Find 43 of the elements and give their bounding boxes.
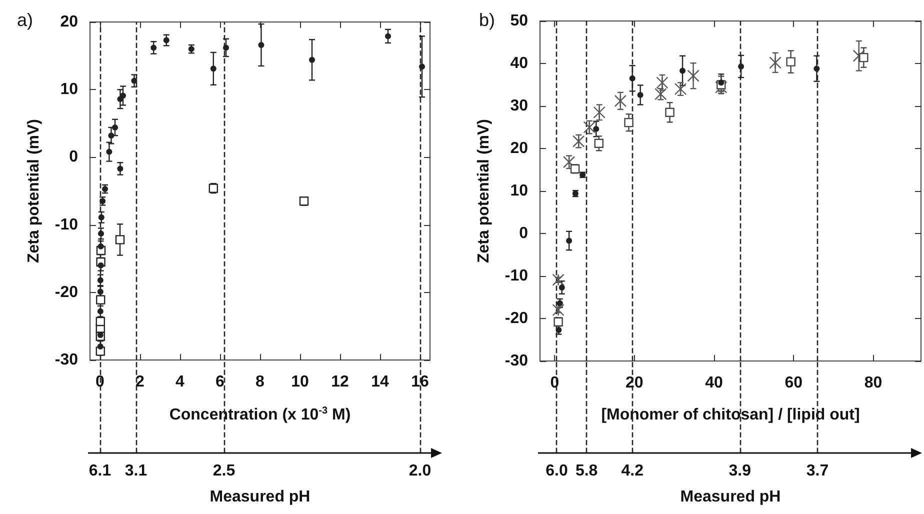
annotation: 5.8 bbox=[575, 462, 598, 480]
x-tick-label: 12 bbox=[331, 374, 349, 390]
annotation: 2.5 bbox=[212, 462, 236, 480]
y-tick-label: 0 bbox=[519, 225, 528, 242]
x-tick-label: 80 bbox=[864, 374, 882, 392]
annotation: 6.1 bbox=[88, 462, 112, 480]
y-tick-label: -10 bbox=[54, 216, 78, 234]
annotation: 2.0 bbox=[408, 462, 432, 480]
x-tick-label: 60 bbox=[784, 374, 803, 392]
y-axis-title: Zeta potential (mV) bbox=[26, 118, 42, 264]
y-tick-label: 20 bbox=[510, 140, 528, 157]
y-tick-label: -20 bbox=[504, 310, 528, 327]
annotation: 6.0 bbox=[546, 462, 568, 480]
y-tick-label: -30 bbox=[504, 352, 528, 370]
x-tick-label: 16 bbox=[411, 374, 429, 390]
x-axis-title: [Monomer of chitosan] / [lipid out] bbox=[601, 406, 860, 424]
chart-title: b) bbox=[479, 10, 496, 30]
text: Measured pH bbox=[680, 488, 781, 506]
y-tick-label: 20 bbox=[60, 14, 78, 30]
chart-title: a) bbox=[17, 10, 34, 30]
y-tick-label: -30 bbox=[54, 352, 78, 368]
annotation: 3.7 bbox=[806, 462, 829, 480]
y-tick-label: 30 bbox=[510, 98, 528, 114]
y-tick-label: 50 bbox=[510, 12, 528, 30]
x-tick-label: 40 bbox=[705, 374, 723, 392]
y-tick-label: 40 bbox=[510, 55, 528, 72]
y-tick-label: 10 bbox=[60, 81, 78, 98]
y-tick-label: -10 bbox=[504, 268, 528, 284]
x-tick-label: 14 bbox=[371, 374, 389, 390]
x-tick-label: 2 bbox=[136, 374, 145, 390]
x-tick-label: 10 bbox=[291, 374, 309, 390]
annotation: 3.1 bbox=[124, 462, 148, 480]
y-axis-title: Zeta potential (mV) bbox=[476, 118, 492, 264]
annotation: 4.2 bbox=[621, 462, 644, 480]
y-tick-label: 0 bbox=[69, 148, 78, 166]
x-tick-label: 4 bbox=[176, 374, 185, 390]
y-tick-label: -20 bbox=[54, 284, 78, 301]
x-tick-label: 8 bbox=[256, 374, 265, 390]
y-tick-label: 10 bbox=[510, 182, 528, 200]
x-tick-label: 0 bbox=[96, 374, 105, 390]
text: Measured pH bbox=[210, 488, 310, 506]
x-tick-label: 6 bbox=[216, 374, 225, 390]
annotation: 3.9 bbox=[728, 462, 752, 480]
